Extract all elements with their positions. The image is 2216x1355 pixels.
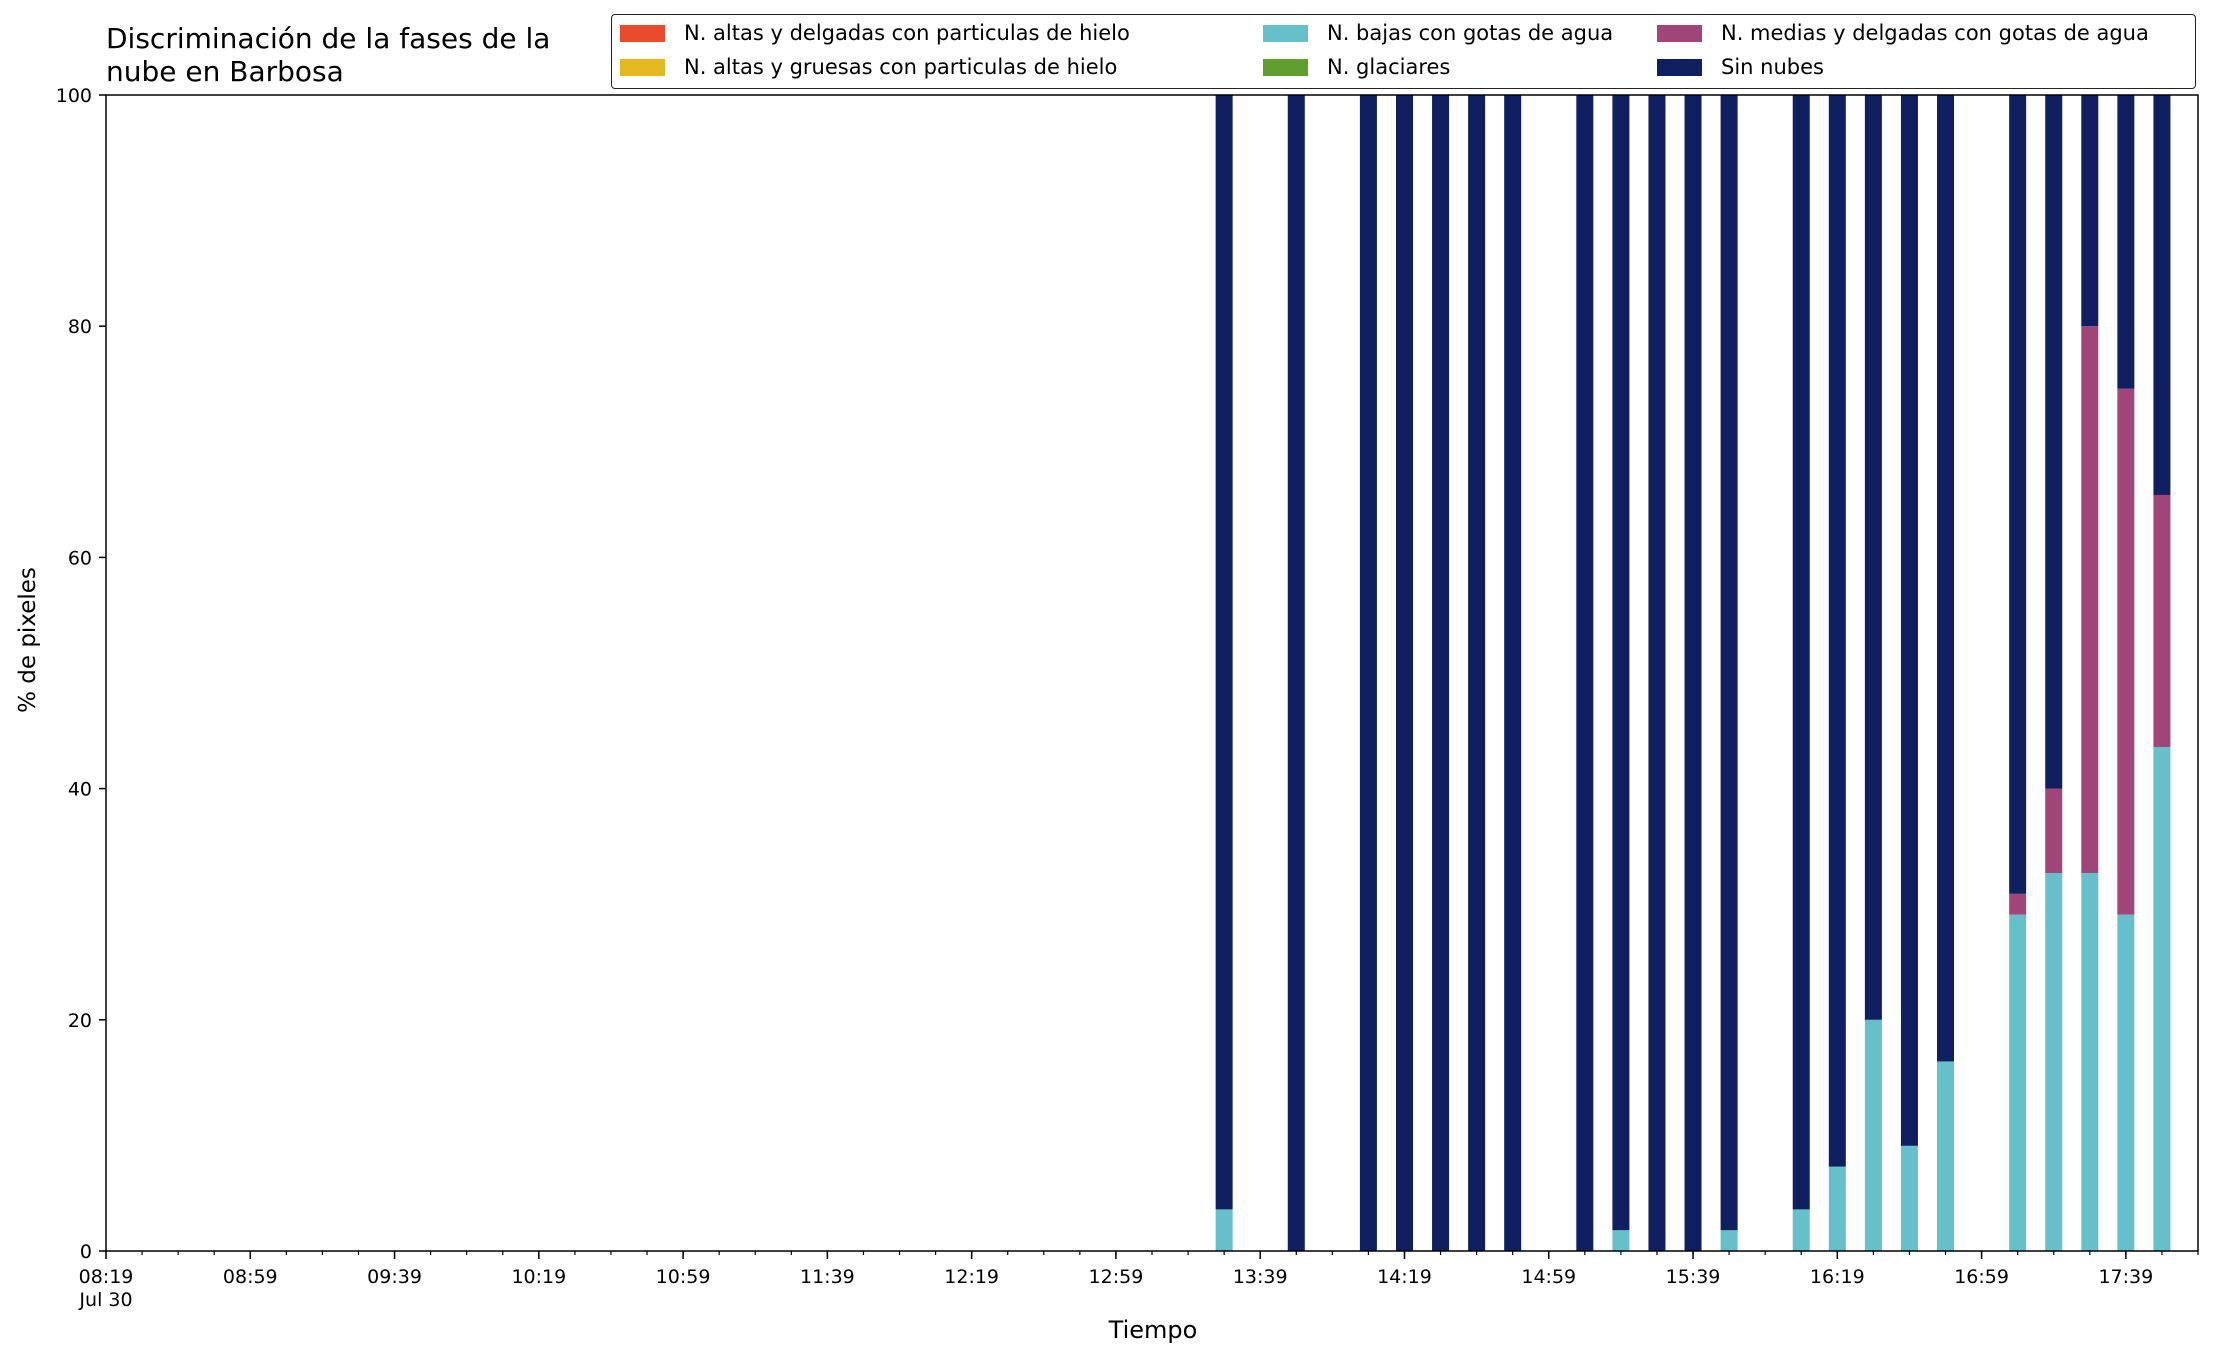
bar-segment	[2081, 872, 2099, 1251]
bars-layer	[1215, 95, 2171, 1251]
legend-item: N. glaciares	[1263, 55, 1450, 79]
y-tick-label: 0	[80, 1241, 92, 1263]
x-tick-label: 10:19	[511, 1266, 566, 1288]
x-tick-label: 11:39	[800, 1266, 855, 1288]
x-tick-label: 08:59	[223, 1266, 278, 1288]
bar-segment	[1937, 1061, 1955, 1251]
bar-segment	[1684, 95, 1702, 1251]
bar-segment	[1720, 95, 1738, 1231]
y-tick-label: 60	[68, 547, 92, 569]
bar-segment	[1864, 95, 1882, 1020]
bar-segment	[1937, 95, 1955, 1062]
chart-title: Discriminación de la fases de la nube en…	[106, 22, 551, 88]
x-tick-label: 12:19	[944, 1266, 999, 1288]
bar-segment	[2117, 914, 2135, 1251]
bar-segment	[2081, 326, 2099, 873]
bar-segment	[2045, 95, 2063, 789]
bar-segment	[2153, 494, 2171, 747]
plot-frame	[105, 94, 2199, 1252]
x-tick-label: Jul 30	[78, 1289, 132, 1311]
y-tick-label: 100	[56, 85, 92, 107]
legend-swatch	[1657, 24, 1702, 42]
x-tick-label: 12:59	[1089, 1266, 1144, 1288]
x-tick-label: 15:39	[1666, 1266, 1721, 1288]
bar-segment	[2045, 872, 2063, 1251]
bar-segment	[1648, 95, 1666, 1251]
bar-segment	[1864, 1019, 1882, 1251]
legend-swatch	[1263, 58, 1308, 76]
x-tick-label: 17:39	[2098, 1266, 2153, 1288]
legend-swatch	[620, 58, 665, 76]
legend-label: N. altas y delgadas con particulas de hi…	[684, 21, 1130, 45]
bar-segment	[2009, 893, 2027, 915]
legend-label: N. medias y delgadas con gotas de agua	[1721, 21, 2149, 45]
x-tick-label: 16:19	[1810, 1266, 1865, 1288]
legend-swatch	[620, 24, 665, 42]
y-axis-label: % de pixeles	[15, 567, 41, 713]
legend-item: N. altas y delgadas con particulas de hi…	[620, 21, 1130, 45]
bar-segment	[2009, 914, 2027, 1251]
bar-segment	[1576, 95, 1594, 1251]
bar-segment	[2117, 388, 2135, 915]
bar-segment	[1612, 1230, 1630, 1251]
y-tick-label: 20	[68, 1010, 92, 1032]
bar-segment	[2045, 788, 2063, 873]
y-tick-label: 80	[68, 316, 92, 338]
y-tick-label: 40	[68, 779, 92, 801]
x-axis-label: Tiempo	[1108, 1316, 1198, 1344]
bar-segment	[1612, 95, 1630, 1231]
legend-label: N. bajas con gotas de agua	[1327, 21, 1614, 45]
bar-segment	[1432, 95, 1450, 1251]
bar-segment	[1828, 1166, 1846, 1251]
legend-swatch	[1657, 58, 1702, 76]
legend-item: N. bajas con gotas de agua	[1263, 21, 1613, 45]
x-tick-label: 14:19	[1377, 1266, 1432, 1288]
x-tick-label: 16:59	[1954, 1266, 2009, 1288]
bar-segment	[1720, 1230, 1738, 1251]
bar-segment	[2009, 95, 2027, 894]
bar-segment	[1792, 95, 1810, 1210]
bar-segment	[1287, 95, 1305, 1251]
legend-label: N. glaciares	[1327, 55, 1451, 79]
bar-segment	[1215, 1209, 1233, 1251]
legend: N. altas y delgadas con particulas de hi…	[611, 14, 2196, 89]
legend-item: N. altas y gruesas con particulas de hie…	[620, 55, 1117, 79]
bar-segment	[1900, 95, 1918, 1146]
x-tick-label: 09:39	[367, 1266, 422, 1288]
x-tick-label: 14:59	[1521, 1266, 1576, 1288]
bar-segment	[1215, 95, 1233, 1210]
bar-segment	[1504, 95, 1522, 1251]
legend-label: Sin nubes	[1721, 55, 1824, 79]
bar-segment	[1828, 95, 1846, 1167]
x-tick-label: 13:39	[1233, 1266, 1288, 1288]
bar-segment	[2081, 95, 2099, 327]
x-tick-label: 10:59	[656, 1266, 711, 1288]
legend-item: Sin nubes	[1657, 55, 1824, 79]
bar-segment	[2153, 95, 2171, 495]
legend-item: N. medias y delgadas con gotas de agua	[1657, 21, 2149, 45]
bar-segment	[1468, 95, 1486, 1251]
x-tick-label: 08:19	[79, 1266, 134, 1288]
bar-segment	[1900, 1145, 1918, 1251]
bar-segment	[1395, 95, 1413, 1251]
bar-segment	[1359, 95, 1377, 1251]
bar-segment	[2117, 95, 2135, 389]
legend-label: N. altas y gruesas con particulas de hie…	[684, 55, 1118, 79]
bar-segment	[1792, 1209, 1810, 1251]
legend-swatch	[1263, 24, 1308, 42]
bar-segment	[2153, 746, 2171, 1251]
